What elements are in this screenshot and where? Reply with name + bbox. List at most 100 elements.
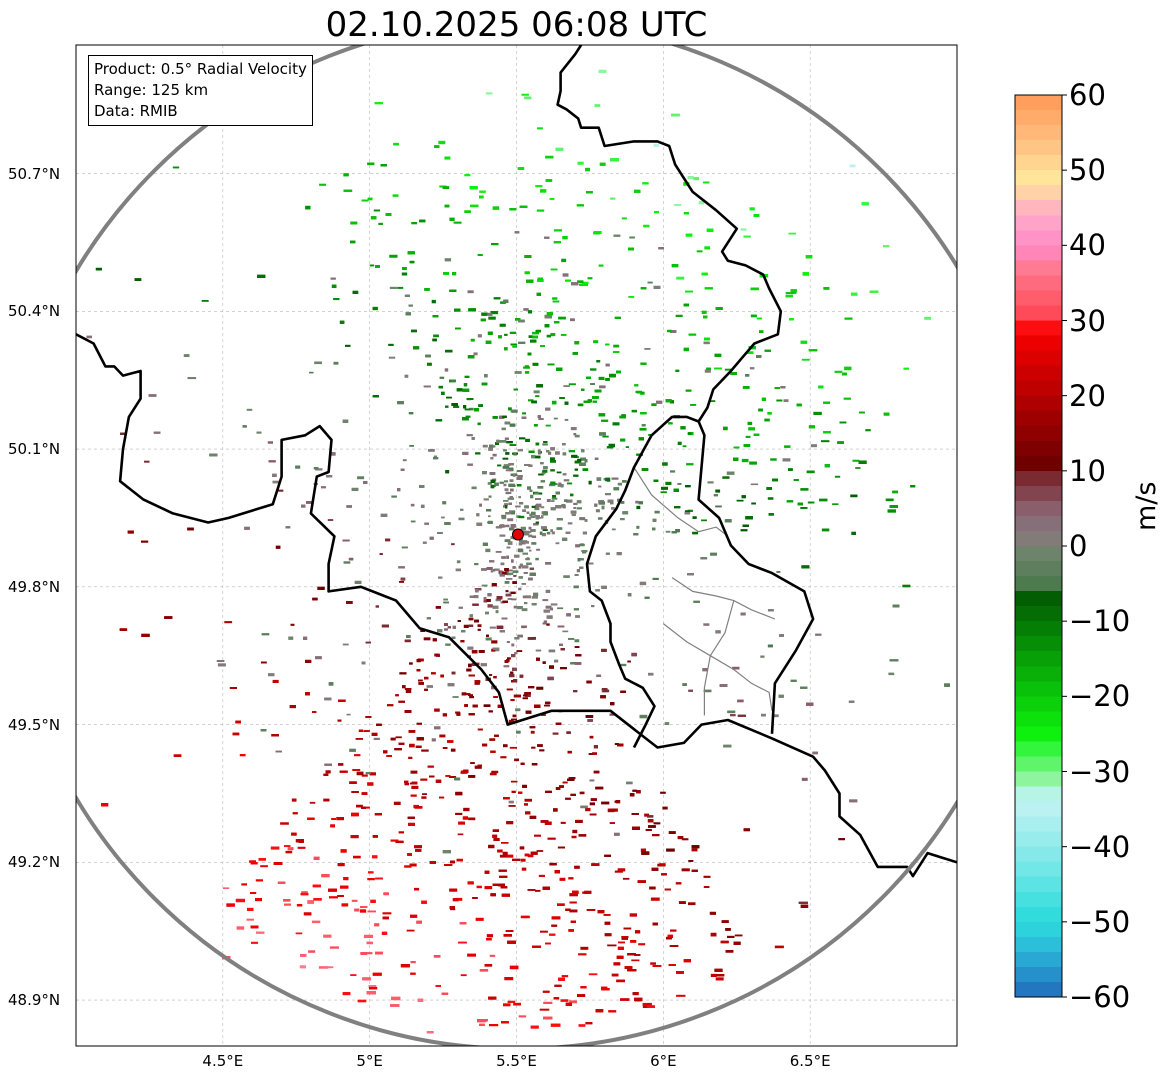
velocity-gate xyxy=(418,679,423,682)
velocity-gate xyxy=(524,255,532,258)
velocity-gate xyxy=(512,566,516,569)
velocity-gate xyxy=(601,688,608,690)
velocity-gate xyxy=(397,286,404,289)
velocity-gate xyxy=(723,744,732,748)
velocity-gate xyxy=(481,584,488,587)
velocity-gate xyxy=(272,679,279,683)
velocity-gate xyxy=(452,696,459,698)
velocity-gate xyxy=(127,530,134,534)
velocity-gate xyxy=(370,216,377,220)
velocity-gate xyxy=(44,403,50,405)
velocity-gate xyxy=(567,778,575,781)
velocity-gate xyxy=(665,399,672,403)
velocity-gate xyxy=(516,730,521,734)
velocity-gate xyxy=(567,750,572,754)
velocity-gate xyxy=(337,863,345,867)
velocity-gate xyxy=(683,347,689,352)
velocity-gate xyxy=(464,375,470,378)
velocity-gate xyxy=(662,806,668,810)
velocity-gate xyxy=(924,316,931,320)
velocity-gate xyxy=(568,383,576,386)
velocity-gate xyxy=(960,279,966,281)
velocity-gate xyxy=(400,964,410,968)
velocity-gate xyxy=(598,517,603,520)
velocity-gate xyxy=(95,267,102,271)
velocity-gate xyxy=(510,29,520,32)
velocity-gate xyxy=(461,630,466,633)
velocity-gate xyxy=(547,363,555,366)
velocity-gate xyxy=(468,624,474,627)
velocity-gate xyxy=(745,516,753,520)
velocity-gate xyxy=(550,459,556,463)
velocity-gate xyxy=(586,909,596,911)
velocity-gate xyxy=(644,596,650,599)
velocity-gate xyxy=(568,777,576,780)
velocity-gate xyxy=(518,548,524,553)
velocity-gate xyxy=(604,921,611,925)
velocity-gate xyxy=(432,315,439,318)
velocity-gate xyxy=(604,854,611,857)
velocity-gate xyxy=(413,346,420,350)
velocity-gate xyxy=(796,403,802,407)
velocity-gate xyxy=(429,861,436,864)
velocity-gate xyxy=(506,441,513,444)
velocity-gate xyxy=(772,478,778,482)
velocity-gate xyxy=(748,427,755,431)
velocity-gate xyxy=(545,701,551,705)
velocity-gate xyxy=(134,278,142,281)
velocity-gate xyxy=(410,520,416,523)
velocity-gate xyxy=(57,480,64,482)
velocity-gate xyxy=(522,412,526,415)
velocity-gate xyxy=(466,398,474,400)
velocity-gate xyxy=(619,415,626,419)
velocity-gate xyxy=(869,290,879,293)
velocity-gate xyxy=(503,797,510,800)
velocity-gate xyxy=(288,636,294,640)
velocity-gate xyxy=(541,526,547,530)
velocity-gate xyxy=(594,389,602,393)
velocity-gate xyxy=(555,787,561,790)
velocity-gate xyxy=(86,335,92,339)
velocity-gate xyxy=(487,593,492,597)
velocity-gate xyxy=(641,468,649,471)
velocity-gate xyxy=(405,690,412,693)
velocity-gate xyxy=(500,301,506,304)
colorbar-tick-label: −60 xyxy=(1069,980,1131,1014)
velocity-gate xyxy=(483,599,488,603)
velocity-gate xyxy=(489,472,496,475)
velocity-gate xyxy=(508,800,514,804)
velocity-gate xyxy=(528,464,533,467)
velocity-gate xyxy=(490,479,496,483)
velocity-gate xyxy=(569,909,578,913)
velocity-gate xyxy=(683,303,689,307)
velocity-gate xyxy=(823,431,831,434)
velocity-gate xyxy=(164,616,173,619)
velocity-gate xyxy=(313,898,322,901)
velocity-gate xyxy=(410,503,415,507)
velocity-gate xyxy=(372,306,378,311)
velocity-gate xyxy=(467,881,474,885)
velocity-gate xyxy=(410,914,418,918)
velocity-gate xyxy=(688,333,697,336)
velocity-gate xyxy=(558,977,565,981)
velocity-gate xyxy=(273,862,283,865)
velocity-gate xyxy=(630,940,637,943)
velocity-gate xyxy=(524,692,531,695)
velocity-gate xyxy=(635,390,642,394)
velocity-gate xyxy=(272,480,280,484)
velocity-gate xyxy=(595,786,604,790)
velocity-gate xyxy=(535,442,540,446)
velocity-gate xyxy=(509,479,514,482)
velocity-gate xyxy=(587,719,593,722)
velocity-gate xyxy=(683,212,689,215)
velocity-gate xyxy=(818,385,824,389)
velocity-gate xyxy=(671,113,680,117)
velocity-gate xyxy=(475,917,484,921)
velocity-gate xyxy=(768,513,774,516)
velocity-gate xyxy=(586,680,592,684)
velocity-gate xyxy=(501,427,506,431)
velocity-gate xyxy=(444,623,448,626)
velocity-gate xyxy=(691,845,700,849)
velocity-gate xyxy=(561,258,567,263)
